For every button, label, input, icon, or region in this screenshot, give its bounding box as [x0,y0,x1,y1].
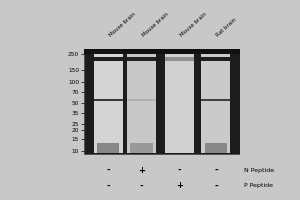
Bar [201,57,230,61]
Text: P Peptide: P Peptide [244,183,273,188]
Bar [127,49,156,153]
Text: -: - [214,181,217,190]
Bar [165,57,194,61]
Bar [130,143,153,153]
Bar [84,49,240,54]
Text: -: - [106,181,110,190]
Text: Mouse brain: Mouse brain [179,12,208,38]
Text: Mouse brain: Mouse brain [142,12,170,38]
Text: N Peptide: N Peptide [244,168,274,173]
Bar [165,49,194,153]
Bar [94,99,123,101]
Text: Rat brain: Rat brain [216,18,238,38]
Bar [97,143,119,153]
Bar [205,143,227,153]
Text: -: - [140,181,143,190]
Text: Mouse brain: Mouse brain [108,12,136,38]
Text: -: - [214,166,217,175]
Text: -: - [106,166,110,175]
Text: -: - [177,166,181,175]
Bar [201,49,230,153]
Text: +: + [176,181,183,190]
Text: +: + [138,166,145,175]
Bar [94,49,123,153]
Bar [127,57,156,61]
Bar [84,49,240,154]
Bar [127,99,156,101]
Bar [94,57,123,61]
Bar [201,99,230,101]
